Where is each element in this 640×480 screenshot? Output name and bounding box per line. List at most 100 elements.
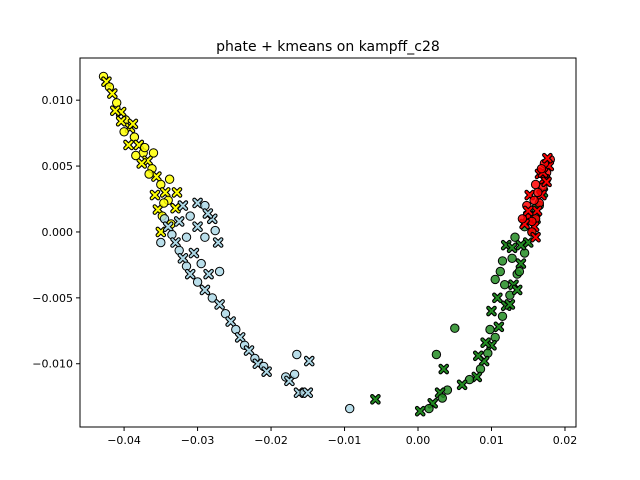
data-point-series-0	[149, 189, 161, 201]
data-point-series-2	[510, 232, 520, 242]
data-point-series-1	[225, 316, 236, 327]
y-tick-label: 0.000	[42, 226, 74, 239]
data-point-series-0	[115, 115, 127, 127]
data-point-series-3	[530, 179, 541, 190]
data-point-series-1	[212, 237, 224, 248]
data-point-series-2	[485, 324, 495, 335]
data-point-series-0	[164, 174, 175, 184]
x-tick-label: −0.04	[107, 434, 141, 447]
data-point-series-2	[450, 323, 460, 333]
data-point-series-1	[345, 403, 355, 414]
data-point-series-2	[492, 292, 503, 304]
data-point-series-0	[156, 179, 166, 190]
data-point-series-2	[431, 349, 442, 360]
data-point-series-1	[192, 277, 203, 287]
data-point-series-0	[144, 169, 154, 179]
data-point-series-3	[533, 187, 543, 198]
data-point-series-0	[170, 202, 181, 214]
data-point-series-0	[109, 105, 121, 117]
data-point-series-1	[199, 284, 211, 296]
data-point-series-1	[196, 258, 206, 269]
data-point-series-2	[424, 403, 434, 414]
data-point-series-1	[162, 221, 174, 232]
data-point-series-3	[522, 205, 534, 217]
data-point-series-2	[506, 242, 518, 254]
data-point-series-1	[210, 225, 220, 236]
data-point-series-0	[133, 139, 145, 151]
data-point-series-1	[289, 369, 300, 379]
data-point-series-1	[188, 247, 200, 259]
data-point-series-1	[192, 221, 203, 232]
data-point-series-1	[214, 266, 225, 277]
data-point-series-2	[486, 305, 497, 317]
data-point-series-0	[119, 127, 129, 137]
x-tick-label: −0.02	[254, 434, 288, 447]
data-point-series-2	[507, 253, 517, 263]
data-point-series-2	[480, 337, 491, 348]
data-point-series-1	[214, 299, 225, 310]
data-point-series-1	[284, 375, 295, 387]
data-point-series-2	[497, 311, 508, 321]
axis-ticks: −0.04 −0.03 −0.02 −0.01 0.00 0.01 0.02 −0.010 −0…	[32, 94, 577, 447]
data-point-series-0	[151, 171, 162, 182]
data-point-series-0	[107, 88, 118, 99]
y-tick-label: 0.010	[42, 94, 74, 107]
data-point-series-1	[302, 387, 314, 399]
data-point-series-1	[243, 345, 255, 356]
x-tick-label: −0.01	[328, 434, 362, 447]
data-point-series-1	[170, 237, 181, 248]
y-tick-label: −0.005	[32, 292, 73, 305]
data-point-series-3	[529, 195, 539, 206]
data-point-series-0	[112, 98, 122, 108]
data-point-series-1	[231, 324, 241, 335]
data-point-series-1	[184, 268, 196, 280]
data-point-series-2	[493, 321, 505, 333]
data-point-series-3	[530, 231, 541, 243]
data-point-series-2	[500, 280, 510, 290]
data-point-series-2	[438, 363, 450, 375]
data-point-series-2	[456, 379, 468, 391]
data-point-series-1	[177, 253, 189, 264]
data-point-series-2	[515, 258, 527, 269]
data-point-series-0	[159, 198, 169, 208]
data-point-series-0	[140, 142, 150, 153]
data-point-series-2	[495, 266, 505, 277]
data-point-series-2	[437, 393, 447, 403]
data-point-series-0	[123, 139, 134, 151]
data-point-series-3	[542, 152, 553, 164]
data-point-series-1	[202, 208, 214, 219]
data-point-series-0	[127, 118, 139, 130]
data-point-series-2	[490, 274, 500, 285]
data-point-series-0	[131, 150, 141, 161]
data-point-series-1	[207, 293, 218, 303]
points-layer	[98, 71, 555, 417]
data-point-series-1	[234, 332, 246, 343]
data-point-series-0	[136, 158, 148, 169]
x-tick-label: 0.01	[479, 434, 504, 447]
data-point-series-2	[514, 266, 525, 277]
data-point-series-1	[181, 232, 192, 242]
x-tick-label: 0.00	[406, 434, 431, 447]
data-point-series-0	[152, 204, 164, 215]
data-point-series-3	[517, 214, 528, 224]
data-point-series-1	[185, 211, 195, 221]
data-point-series-1	[177, 200, 189, 211]
data-point-series-2	[471, 371, 483, 383]
data-point-series-2	[504, 299, 516, 310]
x-tick-label: 0.02	[553, 434, 578, 447]
x-tick-label: −0.03	[181, 434, 215, 447]
data-point-series-1	[173, 216, 185, 227]
data-point-series-0	[171, 187, 183, 198]
chart-title: phate + kmeans on kampff_c28	[216, 39, 440, 55]
data-point-series-2	[370, 394, 381, 405]
data-point-series-0	[159, 187, 171, 198]
data-point-series-2	[472, 350, 484, 362]
data-point-series-1	[292, 349, 302, 360]
data-point-series-3	[531, 205, 543, 217]
data-point-series-2	[414, 405, 426, 417]
data-point-series-0	[148, 148, 159, 158]
data-point-series-1	[192, 197, 203, 209]
data-point-series-1	[261, 366, 272, 377]
